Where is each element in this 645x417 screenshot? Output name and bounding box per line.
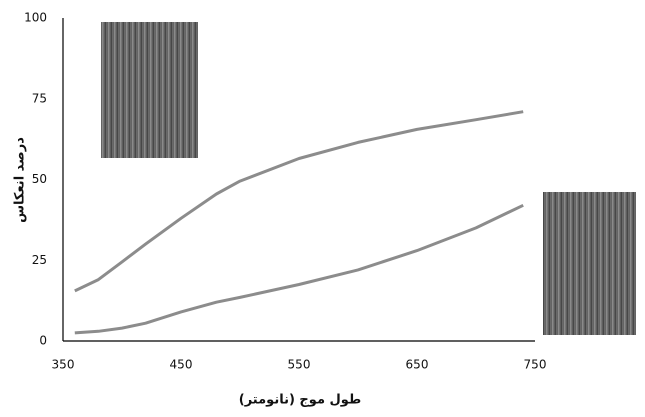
fabric-image [543, 192, 636, 335]
x-axis-label: طول موج (نانومتر) [239, 393, 361, 408]
fabric-image [101, 22, 198, 158]
x-tick-label: 550 [288, 358, 311, 372]
x-tick-label: 650 [406, 358, 429, 372]
x-tick-label: 750 [524, 358, 547, 372]
y-tick-label: 100 [24, 11, 47, 25]
y-tick-label: 25 [32, 253, 47, 267]
y-tick-label: 50 [32, 172, 47, 186]
data-line [75, 205, 523, 333]
x-tick-label: 350 [52, 358, 75, 372]
x-tick-label: 450 [170, 358, 193, 372]
y-tick-label: 0 [39, 334, 47, 348]
chart: طول موج (نانومتر) درصد انعکاس 0 25 50 75 100… [0, 0, 645, 417]
y-axis-label: درصد انعکاس [13, 137, 28, 223]
y-tick-label: 75 [32, 91, 47, 105]
